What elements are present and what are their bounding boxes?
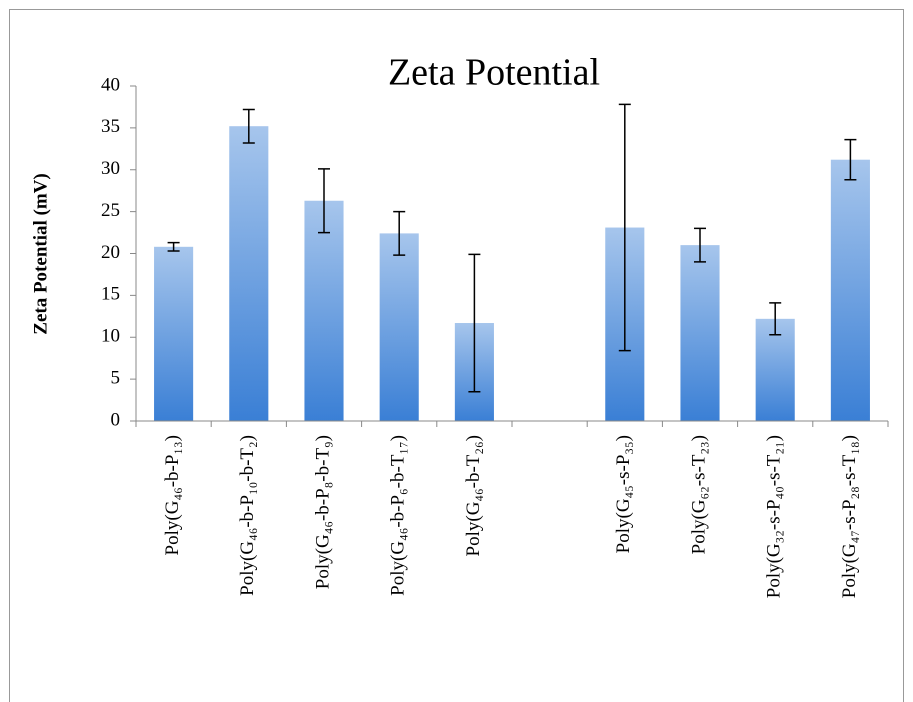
y-tick-label: 5 bbox=[111, 367, 121, 388]
x-tick-label: Poly(G₄₅-s-P₃₅) bbox=[613, 435, 634, 553]
y-tick-label: 20 bbox=[101, 242, 120, 263]
y-tick-label: 35 bbox=[101, 116, 120, 137]
x-tick-label: Poly(G₄₆-b-P₁₃) bbox=[162, 435, 183, 555]
y-tick-label: 30 bbox=[101, 158, 120, 179]
y-tick-label: 40 bbox=[101, 74, 120, 95]
error-bar bbox=[318, 168, 330, 234]
error-bar bbox=[468, 253, 481, 393]
bar bbox=[680, 245, 720, 421]
y-tick-label: 10 bbox=[101, 326, 120, 347]
y-axis-label: Zeta Potential (mV) bbox=[30, 173, 51, 334]
y-tick-label: 15 bbox=[101, 284, 120, 305]
error-bar bbox=[694, 227, 706, 263]
bar bbox=[755, 318, 795, 421]
x-tick-label: Poly(G₄₇-s-P₂₈-s-T₁₈) bbox=[839, 435, 860, 598]
frame bbox=[9, 9, 904, 702]
error-bar bbox=[618, 103, 631, 352]
error-bar bbox=[844, 138, 857, 181]
x-tick-label: Poly(G₆₂-s-T₂₃) bbox=[688, 435, 709, 554]
bar bbox=[830, 159, 870, 421]
error-bar bbox=[242, 108, 255, 144]
x-tick-label: Poly(G₄₆-b-P₈-b-T₉) bbox=[312, 435, 333, 589]
x-tick-label: Poly(G₄₆-b-T₂₆) bbox=[463, 435, 484, 556]
x-tick-label: Poly(G₄₆-b-P₆-b-T₁₇) bbox=[388, 435, 409, 596]
chart-title: Zeta Potential bbox=[388, 52, 600, 94]
x-tick-label: Poly(G₄₆-b-P₁₀-b-T₂) bbox=[237, 435, 258, 596]
error-bar bbox=[393, 210, 406, 256]
bar bbox=[379, 233, 419, 421]
y-tick-label: 25 bbox=[101, 200, 120, 221]
error-bar bbox=[167, 241, 180, 252]
error-bar bbox=[769, 302, 782, 336]
x-tick-label: Poly(G₃₂-s-P₄₀-s-T₂₁) bbox=[764, 435, 785, 598]
bar bbox=[154, 246, 194, 421]
bar bbox=[304, 200, 344, 421]
bar bbox=[229, 126, 269, 421]
y-tick-label: 0 bbox=[111, 409, 121, 430]
